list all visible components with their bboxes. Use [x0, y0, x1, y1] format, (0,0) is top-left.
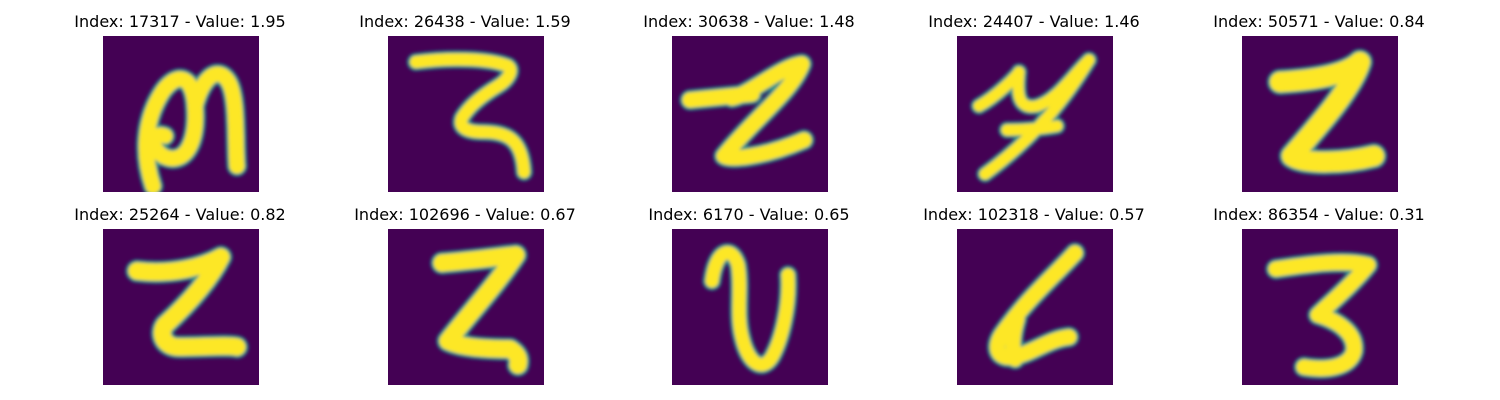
glyph-image — [388, 229, 544, 385]
tile-6: Index: 25264 - Value: 0.82 — [30, 193, 330, 385]
tile-title: Index: 6170 - Value: 0.65 — [648, 205, 850, 224]
glyph-image — [1242, 36, 1398, 192]
glyph-strokes — [430, 243, 530, 377]
glyph-stroke — [1005, 311, 1025, 367]
tile-image — [1242, 36, 1398, 192]
glyph-stroke — [187, 66, 245, 174]
glyph-stroke — [1001, 120, 1063, 136]
tile-title: Index: 50571 - Value: 0.84 — [1213, 12, 1425, 31]
tile-2: Index: 26438 - Value: 1.59 — [315, 0, 615, 192]
glyph-strokes — [1265, 251, 1379, 379]
tile-4: Index: 24407 - Value: 1.46 — [884, 0, 1184, 192]
tile-title: Index: 30638 - Value: 1.48 — [643, 12, 855, 31]
tile-image — [388, 36, 544, 192]
glyph-strokes — [702, 243, 798, 375]
tile-9: Index: 102318 - Value: 0.57 — [884, 193, 1184, 385]
glyph-image — [388, 36, 544, 192]
glyph-stroke — [1268, 254, 1376, 376]
tile-title: Index: 102318 - Value: 0.57 — [923, 205, 1145, 224]
glyph-strokes — [987, 242, 1086, 370]
glyph-image — [957, 36, 1113, 192]
glyph-stroke — [410, 53, 530, 178]
tile-image — [672, 36, 828, 192]
glyph-stroke — [979, 54, 1095, 180]
glyph-image — [103, 229, 259, 385]
tile-7: Index: 102696 - Value: 0.67 — [315, 193, 615, 385]
glyph-image — [1242, 229, 1398, 385]
glyph-stroke — [973, 54, 1095, 112]
glyph-image — [672, 229, 828, 385]
tile-image — [1242, 229, 1398, 385]
tile-title: Index: 25264 - Value: 0.82 — [74, 205, 286, 224]
tile-image — [103, 229, 259, 385]
tile-image — [957, 229, 1113, 385]
tile-title: Index: 26438 - Value: 1.59 — [359, 12, 571, 31]
glyph-stroke — [716, 56, 812, 166]
tile-5: Index: 50571 - Value: 0.84 — [1169, 0, 1469, 192]
tile-10: Index: 86354 - Value: 0.31 — [1169, 193, 1469, 385]
glyph-strokes — [136, 63, 248, 192]
tile-image — [957, 36, 1113, 192]
glyph-image — [672, 36, 828, 192]
tile-title: Index: 102696 - Value: 0.67 — [354, 205, 576, 224]
glyph-strokes — [679, 53, 815, 169]
glyph-strokes — [970, 51, 1098, 183]
glyph-strokes — [1267, 49, 1387, 175]
glyph-stroke — [990, 245, 1083, 365]
glyph-image — [103, 36, 259, 192]
tile-image — [388, 229, 544, 385]
tile-8: Index: 6170 - Value: 0.65 — [599, 193, 899, 385]
glyph-strokes — [407, 50, 533, 181]
glyph-image — [957, 229, 1113, 385]
tile-image — [672, 229, 828, 385]
glyph-stroke — [1270, 52, 1384, 172]
glyph-stroke — [128, 248, 246, 356]
glyph-stroke — [682, 86, 760, 108]
tile-image — [103, 36, 259, 192]
tile-title: Index: 17317 - Value: 1.95 — [74, 12, 286, 31]
tile-title: Index: 24407 - Value: 1.46 — [928, 12, 1140, 31]
glyph-stroke — [705, 246, 795, 372]
tile-title: Index: 86354 - Value: 0.31 — [1213, 205, 1425, 224]
glyph-strokes — [125, 245, 249, 359]
tile-3: Index: 30638 - Value: 1.48 — [599, 0, 899, 192]
glyph-stroke — [433, 246, 527, 374]
tile-1: Index: 17317 - Value: 1.95 — [30, 0, 330, 192]
